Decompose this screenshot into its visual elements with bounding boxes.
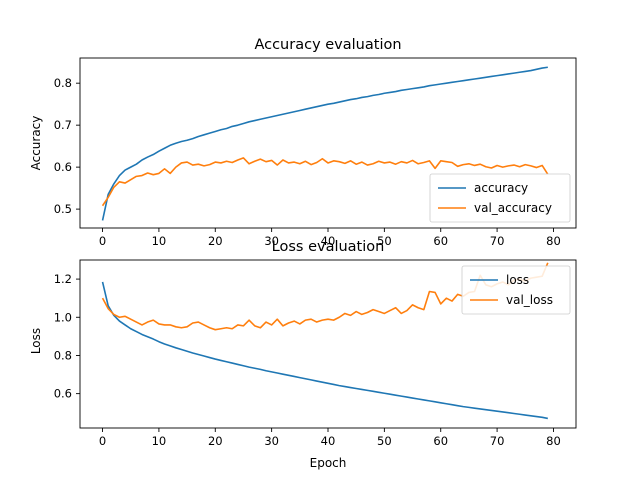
loss-x-tick-label: 0: [99, 434, 106, 448]
accuracy-x-tick-label: 0: [99, 234, 106, 248]
loss-y-tick-label: 0.6: [54, 387, 72, 401]
accuracy-legend-label-val-accuracy: val_accuracy: [474, 201, 552, 215]
accuracy-x-tick-label: 40: [321, 234, 336, 248]
loss-x-tick-label: 20: [208, 434, 223, 448]
loss-legend-label-loss: loss: [506, 273, 529, 287]
accuracy-chart: Accuracy evaluation 0 10 20 30 40 50 60 70 80 0.5…: [29, 37, 577, 248]
loss-x-tick-label: 60: [433, 434, 448, 448]
loss-x-tick-label: 30: [264, 434, 279, 448]
loss-y-axis-label: Loss: [29, 328, 43, 354]
accuracy-x-tick-label: 10: [152, 234, 167, 248]
accuracy-x-tick-label: 20: [208, 234, 223, 248]
loss-plot-area: 0 10 20 30 40 50 60 70 80 0.6 0.8 1.0 1.2 loss val_los…: [54, 259, 577, 448]
loss-x-tick-label: 40: [321, 434, 336, 448]
loss-x-axis-label: Epoch: [310, 456, 347, 470]
loss-y-tick-label: 0.8: [54, 348, 72, 362]
accuracy-y-tick-label: 0.8: [54, 76, 72, 90]
accuracy-y-tick-label: 0.5: [54, 202, 72, 216]
loss-legend: [461, 265, 571, 315]
loss-y-tick-label: 1.0: [54, 310, 72, 324]
accuracy-y-tick-label: 0.6: [54, 160, 72, 174]
loss-x-tick-label: 80: [546, 434, 561, 448]
accuracy-series-line-accuracy: [101, 66, 548, 221]
loss-series-line-loss: [101, 281, 548, 420]
accuracy-x-tick-label: 80: [546, 234, 561, 248]
accuracy-series-line-val-accuracy: [101, 157, 549, 207]
loss-chart-title: Loss evaluation: [272, 239, 385, 255]
accuracy-y-axis-label: Accuracy: [29, 116, 43, 171]
accuracy-y-tick-label: 0.7: [54, 118, 72, 132]
accuracy-x-tick-label: 70: [490, 234, 505, 248]
loss-legend-label-val-loss: val_loss: [506, 293, 553, 307]
accuracy-legend: [429, 173, 571, 223]
loss-y-tick-label: 1.2: [54, 272, 72, 286]
loss-x-tick-label: 10: [152, 434, 167, 448]
accuracy-x-tick-label: 30: [264, 234, 279, 248]
loss-x-tick-label: 50: [377, 434, 392, 448]
loss-x-tick-label: 70: [490, 434, 505, 448]
accuracy-x-tick-label: 60: [433, 234, 448, 248]
accuracy-chart-title: Accuracy evaluation: [254, 37, 401, 53]
loss-chart: Loss evaluation 0 10 20 30 40 50 60 70 80 0.6 0.8 1…: [29, 239, 577, 470]
accuracy-x-tick-label: 50: [377, 234, 392, 248]
accuracy-plot-area: 0 10 20 30 40 50 60 70 80 0.5 0.6 0.7 0.8 accuracy val…: [54, 57, 577, 248]
accuracy-legend-label-accuracy: accuracy: [474, 181, 528, 195]
